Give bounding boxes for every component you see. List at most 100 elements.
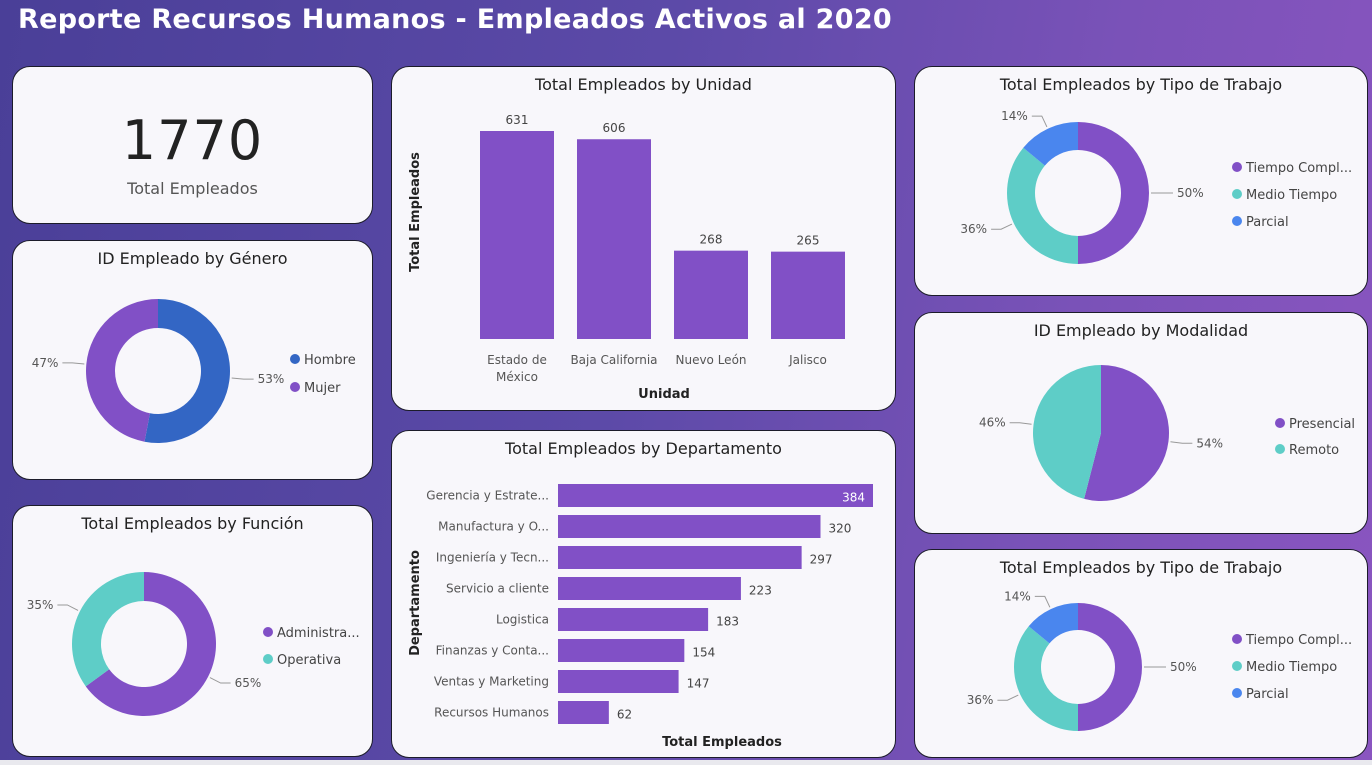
modalidad-chart-title: ID Empleado by Modalidad xyxy=(1033,321,1249,340)
tipo1-legend-marker-1 xyxy=(1232,189,1242,199)
tipo1-legend-marker-0 xyxy=(1232,162,1242,172)
tipo2-leader-2 xyxy=(1034,595,1051,608)
genero-slice-mujer xyxy=(85,299,158,442)
unidad-bar-nuevo-le-n xyxy=(674,250,748,339)
departamento-bar-servicio-a-cliente xyxy=(558,577,741,600)
departamento-tick-label-4: Logistica xyxy=(496,613,549,627)
tipo2-value-label-2: 14% xyxy=(1004,589,1031,603)
genero-leader-0 xyxy=(231,377,254,380)
departamento-card[interactable]: Total Empleados by Departamento Gerencia… xyxy=(391,430,896,758)
unidad-data-label-1: 606 xyxy=(603,121,626,135)
funcion-legend-label-0: Administra... xyxy=(277,626,360,641)
unidad-data-label-0: 631 xyxy=(506,113,529,127)
departamento-bar-gerencia-y-estrate xyxy=(558,484,873,507)
funcion-value-label-0: 65% xyxy=(235,676,262,690)
funcion-legend-label-1: Operativa xyxy=(277,653,341,668)
departamento-data-label-2: 297 xyxy=(810,553,833,567)
modalidad-value-label-0: 54% xyxy=(1196,436,1223,450)
unidad-bar-baja-california xyxy=(577,139,651,339)
tipo2-slice-medio-tiempo xyxy=(1014,626,1078,731)
tipo2-value-label-1: 36% xyxy=(967,693,994,707)
modalidad-legend-marker-1 xyxy=(1275,444,1285,454)
kpi-value: 1770 xyxy=(121,109,264,172)
departamento-tick-label-5: Finanzas y Conta... xyxy=(436,644,549,658)
kpi-card[interactable]: 1770 Total Empleados xyxy=(12,66,373,224)
departamento-y-axis-label: Departamento xyxy=(408,550,423,656)
tipo2-slice-tiempo-compl xyxy=(1078,603,1142,731)
genero-chart: 53% 47% Hombre Mujer xyxy=(32,299,356,443)
tipo2-legend-label-0: Tiempo Compl... xyxy=(1245,633,1352,648)
genero-chart-title: ID Empleado by Género xyxy=(97,249,288,268)
tipo1-legend-marker-2 xyxy=(1232,216,1242,226)
unidad-tick-label-1-0: Baja California xyxy=(570,353,657,367)
tipo2-legend-marker-1 xyxy=(1232,661,1242,671)
funcion-chart: 65% 35% Administra... Operativa xyxy=(27,572,360,716)
departamento-chart: Gerencia y Estrate... 384 Manufactura y O.… xyxy=(408,484,873,750)
genero-leader-1 xyxy=(62,362,85,365)
genero-legend-marker-0 xyxy=(290,354,300,364)
unidad-data-label-2: 268 xyxy=(700,233,723,247)
departamento-tick-label-7: Recursos Humanos xyxy=(434,706,549,720)
genero-legend-label-0: Hombre xyxy=(304,353,356,368)
modalidad-legend-label-1: Remoto xyxy=(1289,443,1339,458)
departamento-data-label-4: 183 xyxy=(716,615,739,629)
tipo1-leader-2 xyxy=(1031,115,1048,128)
tipo1-value-label-1: 36% xyxy=(960,222,987,236)
tipo1-slice-parcial xyxy=(1023,122,1078,166)
genero-card[interactable]: ID Empleado by Género 53% 47% Hombre Mujer xyxy=(12,240,373,480)
modalidad-leader-0 xyxy=(1170,441,1193,444)
unidad-card[interactable]: Total Empleados by Unidad 631 Estado de Mé… xyxy=(391,66,896,411)
modalidad-legend-label-0: Presencial xyxy=(1289,417,1355,432)
departamento-data-label-6: 147 xyxy=(687,677,710,691)
genero-value-label-1: 47% xyxy=(32,356,59,370)
departamento-tick-label-2: Ingeniería y Tecn... xyxy=(436,551,549,565)
tipo1-legend-label-1: Medio Tiempo xyxy=(1246,188,1337,203)
tipo1-legend-label-2: Parcial xyxy=(1246,215,1289,230)
departamento-bar-ingenier-a-y-tecn xyxy=(558,546,802,569)
departamento-bar-logistica xyxy=(558,608,709,631)
tipo2-legend-marker-0 xyxy=(1232,634,1242,644)
tipo2-leader-1 xyxy=(997,694,1019,701)
genero-value-label-0: 53% xyxy=(258,372,285,386)
departamento-data-label-1: 320 xyxy=(829,522,852,536)
tipo1-chart: 50% 36% 14% Tiempo Compl... Medio Tiempo Parc… xyxy=(960,109,1352,264)
unidad-bar-jalisco xyxy=(771,251,845,339)
unidad-chart: 631 Estado de México 606 Baja California 268 N… xyxy=(408,113,845,402)
unidad-x-axis-label: Unidad xyxy=(638,387,690,402)
departamento-tick-label-3: Servicio a cliente xyxy=(446,582,549,596)
tipo2-chart-title: Total Empleados by Tipo de Trabajo xyxy=(999,558,1283,577)
funcion-chart-title: Total Empleados by Función xyxy=(81,514,304,533)
modalidad-slice-remoto xyxy=(1033,365,1101,499)
unidad-bar-estado-de-m-xico xyxy=(480,131,554,339)
unidad-tick-label-0-0: Estado de xyxy=(487,353,547,367)
departamento-x-axis-label: Total Empleados xyxy=(662,735,782,750)
tipo2-chart: 50% 36% 14% Tiempo Compl... Medio Tiempo Parc… xyxy=(967,589,1352,731)
tipo1-chart-title: Total Empleados by Tipo de Trabajo xyxy=(999,75,1283,94)
genero-legend-marker-1 xyxy=(290,382,300,392)
departamento-data-label-5: 154 xyxy=(692,646,715,660)
tipo1-value-label-2: 14% xyxy=(1001,109,1028,123)
modalidad-value-label-1: 46% xyxy=(979,416,1006,430)
funcion-slice-administra xyxy=(85,572,217,716)
genero-legend-label-1: Mujer xyxy=(304,381,341,396)
modalidad-card[interactable]: ID Empleado by Modalidad 54% 46% Presencia… xyxy=(914,312,1368,534)
modalidad-legend-marker-0 xyxy=(1275,418,1285,428)
bottom-strip xyxy=(0,760,1372,765)
tipo2-legend-label-2: Parcial xyxy=(1246,687,1289,702)
tipo2-card[interactable]: Total Empleados by Tipo de Trabajo 50% 36… xyxy=(914,549,1368,758)
funcion-leader-0 xyxy=(209,677,231,684)
modalidad-chart: 54% 46% Presencial Remoto xyxy=(979,365,1355,501)
departamento-data-label-7: 62 xyxy=(617,708,632,722)
departamento-bar-ventas-y-marketing xyxy=(558,670,679,693)
unidad-tick-label-3-0: Jalisco xyxy=(788,353,827,367)
departamento-tick-label-1: Manufactura y O... xyxy=(438,520,549,534)
funcion-value-label-1: 35% xyxy=(27,598,54,612)
tipo2-slice-parcial xyxy=(1028,603,1078,644)
tipo2-legend-marker-2 xyxy=(1232,688,1242,698)
funcion-leader-1 xyxy=(57,604,79,611)
unidad-data-label-3: 265 xyxy=(797,234,820,248)
dashboard-title: Reporte Recursos Humanos - Empleados Act… xyxy=(18,4,893,35)
tipo1-card[interactable]: Total Empleados by Tipo de Trabajo 50% 36… xyxy=(914,66,1368,296)
departamento-bar-recursos-humanos xyxy=(558,701,609,724)
funcion-card[interactable]: Total Empleados by Función 65% 35% Adminis… xyxy=(12,505,373,757)
